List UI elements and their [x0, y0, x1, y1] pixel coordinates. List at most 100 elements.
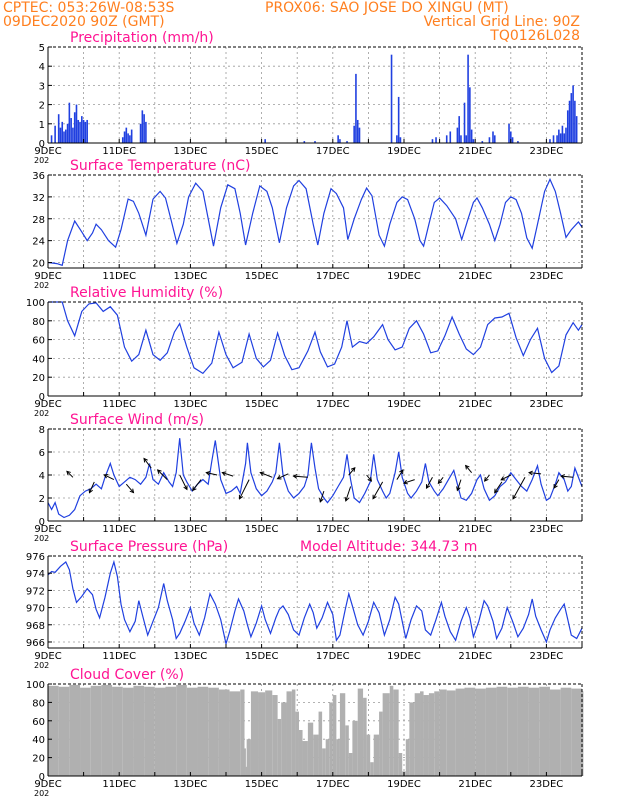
- cloud-bar: [434, 691, 440, 776]
- cloud-bar: [409, 702, 415, 776]
- ytick-label: 8: [39, 425, 45, 436]
- precip-bar: [66, 123, 69, 143]
- xtick-label: 21DEC: [458, 399, 492, 410]
- cloud-bar: [101, 684, 113, 776]
- ytick-label: 976: [26, 552, 45, 563]
- ytick-label: 36: [32, 171, 45, 182]
- xtick-label: 23DEC: [530, 399, 564, 410]
- xtick-label: 17DEC: [316, 524, 350, 535]
- header-station-name: PROX06: SAO JOSE DO XINGU (MT): [265, 0, 509, 16]
- wind-vector: [66, 470, 74, 478]
- cloud-bar: [398, 753, 403, 776]
- wind-vector-head: [129, 488, 135, 494]
- precip-bar: [467, 54, 469, 143]
- wind-vector: [104, 474, 115, 481]
- wind-vector-head: [483, 476, 489, 482]
- wind-vector: [222, 472, 234, 477]
- xtick-label: 17DEC: [316, 779, 350, 790]
- panel-5: 966 968 970 972 974 976 9DEC 11DEC 13DEC 15DEC 17D…: [26, 539, 583, 670]
- panel-title: Precipitation (mm/h): [70, 30, 214, 46]
- cloud-bar: [307, 722, 314, 776]
- precip-bar: [575, 116, 578, 143]
- precip-bar: [143, 114, 145, 143]
- xtick-label: 19DEC: [387, 146, 421, 157]
- xtick-label: 9DEC: [34, 271, 61, 282]
- precip-bar: [563, 133, 565, 143]
- xtick-label: 21DEC: [458, 779, 492, 790]
- precip-bar: [570, 93, 573, 143]
- precip-bar: [337, 135, 339, 143]
- year-label: 202: [34, 789, 49, 798]
- cloud-bar: [475, 688, 486, 776]
- ytick-label: 100: [26, 298, 45, 309]
- ytick-label: 0: [39, 139, 45, 150]
- precip-bar: [517, 141, 519, 143]
- cloud-bar: [277, 718, 282, 776]
- cloud-bar: [302, 741, 308, 776]
- precip-bar: [492, 131, 494, 143]
- precip-bar: [488, 137, 491, 143]
- panel-title: Surface Wind (m/s): [70, 412, 204, 428]
- cloud-bar: [122, 687, 134, 776]
- cloud-bar: [446, 690, 456, 776]
- header-model: TQ0126L028: [489, 28, 580, 44]
- cloud-bar: [197, 686, 209, 776]
- wind-vector-head: [156, 469, 162, 474]
- xtick-label: 19DEC: [387, 651, 421, 662]
- wind-vector: [192, 479, 202, 491]
- precip-bar: [469, 87, 471, 143]
- precip-bar: [574, 100, 576, 143]
- wind-vector: [345, 486, 352, 502]
- cloud-bar: [313, 734, 319, 776]
- wind-vector-head: [192, 486, 197, 492]
- cloud-bar: [244, 748, 246, 776]
- year-label: 202: [34, 661, 49, 670]
- xtick-label: 19DEC: [387, 271, 421, 282]
- wind-vector-head: [425, 484, 431, 490]
- precip-bar: [264, 139, 266, 143]
- cloud-bar: [485, 687, 497, 776]
- xtick-label: 9DEC: [34, 524, 61, 535]
- precip-bar: [65, 129, 67, 143]
- wind-vector-head: [221, 471, 227, 476]
- ytick-label: 3: [39, 81, 45, 92]
- ytick-label: 40: [32, 735, 45, 746]
- cloud-bar: [112, 686, 123, 776]
- xtick-label: 13DEC: [174, 146, 208, 157]
- cloud-bar: [366, 734, 371, 776]
- wind-vector: [396, 469, 404, 480]
- wind-vector: [500, 474, 512, 481]
- cloud-bar: [265, 690, 273, 776]
- panel-title: Surface Pressure (hPa): [70, 539, 228, 555]
- wind-vector-head: [367, 476, 373, 482]
- cloud-bar: [325, 739, 330, 776]
- ytick-label: 60: [32, 336, 45, 347]
- wind-vector: [157, 469, 168, 480]
- precip-bar: [549, 139, 551, 143]
- precip-bar: [139, 123, 142, 143]
- precip-bar: [356, 119, 359, 143]
- xtick-label: 9DEC: [34, 651, 61, 662]
- precip-bar: [556, 135, 558, 143]
- precip-bar: [50, 135, 53, 143]
- wind-vector-head: [560, 474, 565, 479]
- panel-title: Surface Temperature (nC): [70, 158, 251, 174]
- precip-bar: [572, 85, 574, 143]
- ytick-label: 6: [39, 448, 45, 459]
- cloud-bar: [240, 689, 245, 776]
- precip-bar: [399, 137, 402, 143]
- cloud-bar: [133, 685, 145, 776]
- cloud-bar: [382, 693, 390, 776]
- xtick-label: 13DEC: [174, 779, 208, 790]
- cloud-bar: [291, 689, 296, 776]
- series-line: [47, 559, 583, 647]
- precip-bar: [79, 121, 81, 143]
- cloud-bar: [165, 686, 177, 776]
- ytick-label: 0: [39, 772, 45, 783]
- wind-vector: [239, 479, 250, 500]
- cloud-bar: [295, 711, 299, 776]
- wind-vector: [125, 483, 134, 493]
- cloud-bar: [373, 734, 380, 776]
- cloud-bar: [507, 687, 518, 776]
